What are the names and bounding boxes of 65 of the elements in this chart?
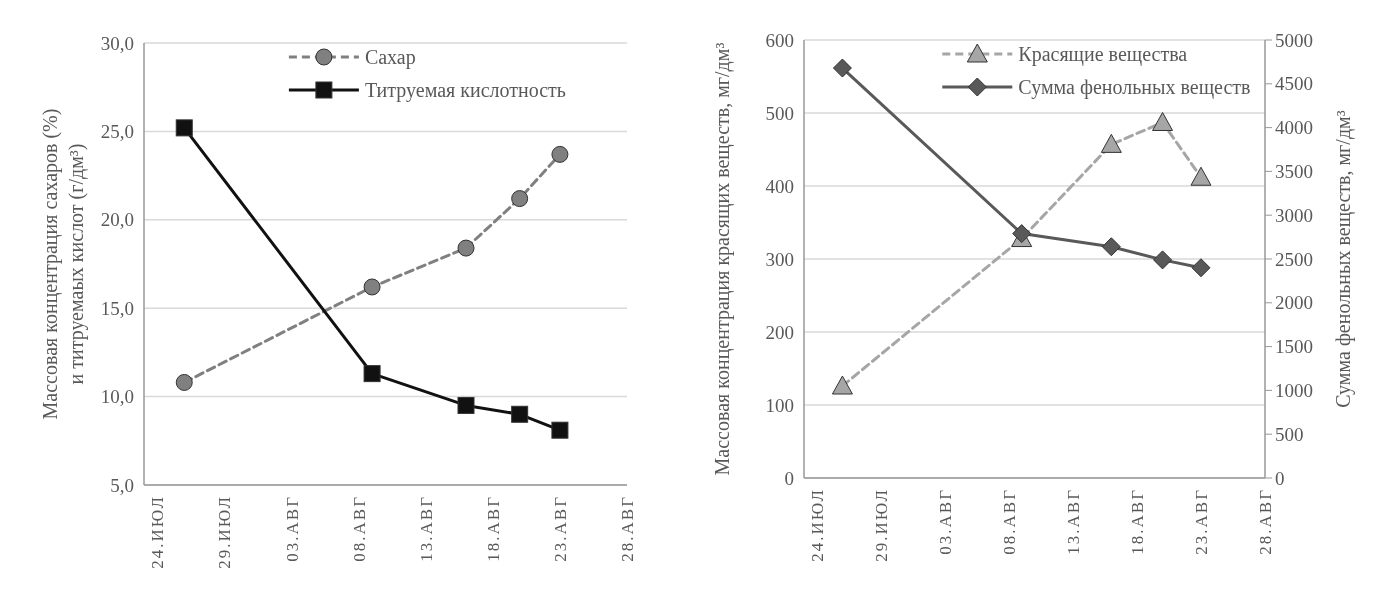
point [457, 239, 475, 257]
y-axis-title: Массовая концентрация сахаров (%) и титруемаых кислот (г/дм³) [39, 108, 88, 420]
point [511, 190, 529, 208]
y2-tick-label: 3500 [1275, 161, 1313, 183]
y-tick-label: 20,0 [100, 209, 134, 231]
y-axis-title: Массовая концентрация красящих веществ, мг/дм³ [711, 42, 734, 476]
point [832, 58, 852, 78]
legend-label: Титруемая кислотность [364, 79, 566, 102]
y-tick-label: 15,0 [100, 297, 134, 319]
y-tick-label: 300 [765, 248, 794, 270]
y-tick-label: 500 [765, 102, 794, 124]
point [1190, 166, 1212, 186]
x-tick-label: 18.АВГ [1127, 488, 1147, 555]
point [831, 375, 853, 395]
point [511, 405, 529, 423]
y-tick-label: 600 [765, 29, 794, 51]
y-tick-label: 10,0 [100, 386, 134, 408]
point [363, 278, 381, 296]
y-tick-label: 400 [765, 175, 794, 197]
point [1153, 250, 1173, 270]
x-tick-label: 03.АВГ [935, 488, 955, 555]
point [551, 145, 569, 163]
y2-tick-label: 2000 [1275, 292, 1313, 314]
y2-axis-title: Сумма фенольных веществ, мг/дм³ [1332, 110, 1355, 408]
x-tick-label: 13.АВГ [1063, 488, 1083, 555]
y2-tick-label: 2500 [1275, 248, 1313, 270]
x-tick-label: 13.АВГ [416, 495, 436, 562]
x-tick-label: 23.АВГ [550, 495, 570, 562]
point [1101, 237, 1121, 257]
x-tick-label: 28.АВГ [617, 495, 637, 562]
x-tick-label: 18.АВГ [483, 495, 503, 562]
y-tick-label: 25,0 [100, 121, 134, 143]
y2-tick-label: 500 [1275, 423, 1304, 445]
x-tick-label: 03.АВГ [282, 495, 302, 562]
y2-tick-label: 3000 [1275, 204, 1313, 226]
point [175, 373, 193, 391]
y2-tick-label: 1500 [1275, 336, 1313, 358]
y-tick-label: 200 [765, 321, 794, 343]
y2-tick-label: 4000 [1275, 117, 1313, 139]
y-tick-label: 100 [765, 394, 794, 416]
y-tick-label: 5,0 [110, 474, 134, 496]
point [551, 421, 569, 439]
x-tick-label: 23.АВГ [1191, 488, 1211, 555]
legend-label: Красящие вещества [1018, 43, 1188, 66]
x-tick-label: 24.ИЮЛ [807, 488, 827, 562]
y-tick-label: 30,0 [100, 32, 134, 54]
y-tick-label: 0 [784, 467, 794, 489]
y2-tick-label: 1000 [1275, 380, 1313, 402]
x-tick-label: 24.ИЮЛ [148, 495, 168, 569]
point [175, 119, 193, 137]
x-tick-label: 08.АВГ [999, 488, 1019, 555]
x-tick-label: 08.АВГ [349, 495, 369, 562]
x-tick-label: 28.АВГ [1255, 488, 1275, 555]
point [1152, 111, 1174, 131]
point [457, 396, 475, 414]
legend-label: Сахар [364, 46, 416, 69]
y2-tick-label: 5000 [1275, 29, 1313, 51]
x-tick-label: 29.ИЮЛ [871, 488, 891, 562]
point [1191, 258, 1211, 278]
y2-tick-label: 0 [1275, 467, 1285, 489]
point [363, 365, 381, 383]
x-tick-label: 29.ИЮЛ [215, 495, 235, 569]
legend-label: Сумма фенольных веществ [1018, 76, 1251, 99]
y2-tick-label: 4500 [1275, 73, 1313, 95]
point [1100, 133, 1122, 153]
